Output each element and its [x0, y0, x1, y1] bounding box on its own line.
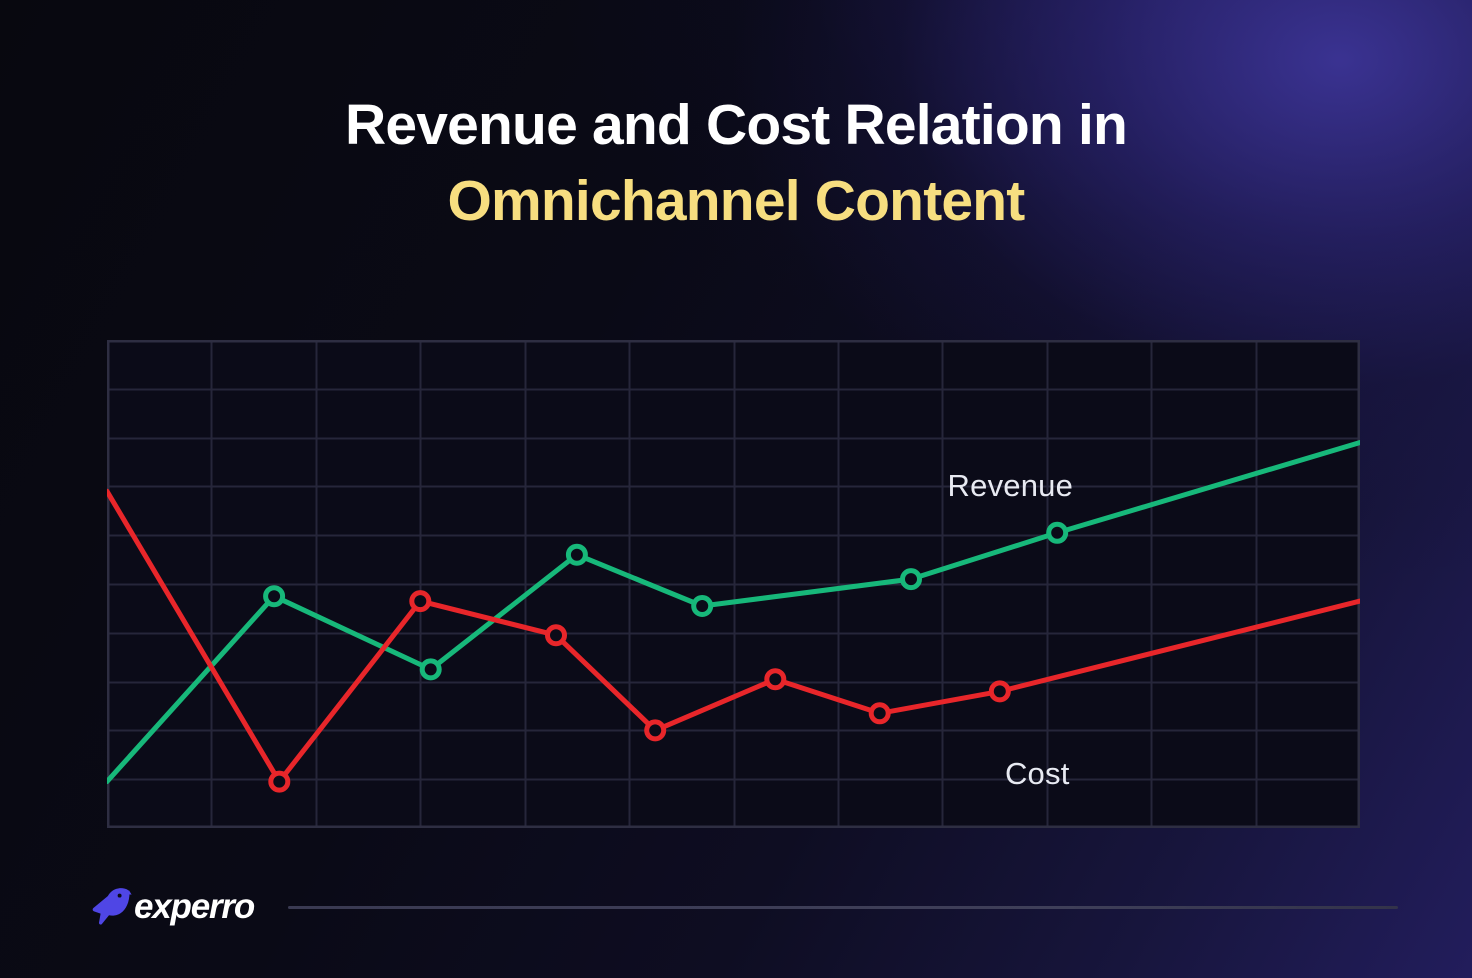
- data-point-marker[interactable]: [409, 590, 432, 613]
- data-point-marker[interactable]: [764, 668, 787, 691]
- data-point-marker[interactable]: [900, 568, 922, 591]
- data-point-marker[interactable]: [545, 624, 567, 647]
- footer: experro: [88, 876, 1398, 936]
- bird-icon: [92, 888, 132, 925]
- title-line-accent: Omnichannel Content: [447, 168, 1026, 233]
- series-line-cost: [107, 488, 1360, 785]
- data-point-marker[interactable]: [263, 585, 286, 608]
- data-point-marker[interactable]: [868, 702, 891, 725]
- data-point-marker[interactable]: [644, 719, 667, 742]
- chart-series-layer: [107, 440, 1360, 793]
- series-line-revenue: [107, 440, 1360, 785]
- data-point-marker[interactable]: [691, 595, 714, 617]
- data-point-marker[interactable]: [419, 658, 442, 681]
- brand-name: experro: [134, 886, 255, 926]
- page-title: Revenue and Cost Relation in Omnichannel…: [0, 88, 1472, 240]
- data-point-marker[interactable]: [988, 680, 1011, 703]
- chart-grid: [107, 340, 1360, 828]
- title-line-primary: Revenue and Cost Relation in: [344, 93, 1128, 157]
- data-point-marker[interactable]: [1046, 521, 1069, 544]
- brand-logo[interactable]: experro: [88, 886, 255, 926]
- data-point-marker[interactable]: [565, 543, 588, 566]
- data-point-marker[interactable]: [268, 770, 291, 793]
- footer-divider: [288, 905, 1398, 909]
- plot-border: [107, 340, 1360, 828]
- line-chart: Revenue Cost: [107, 340, 1360, 828]
